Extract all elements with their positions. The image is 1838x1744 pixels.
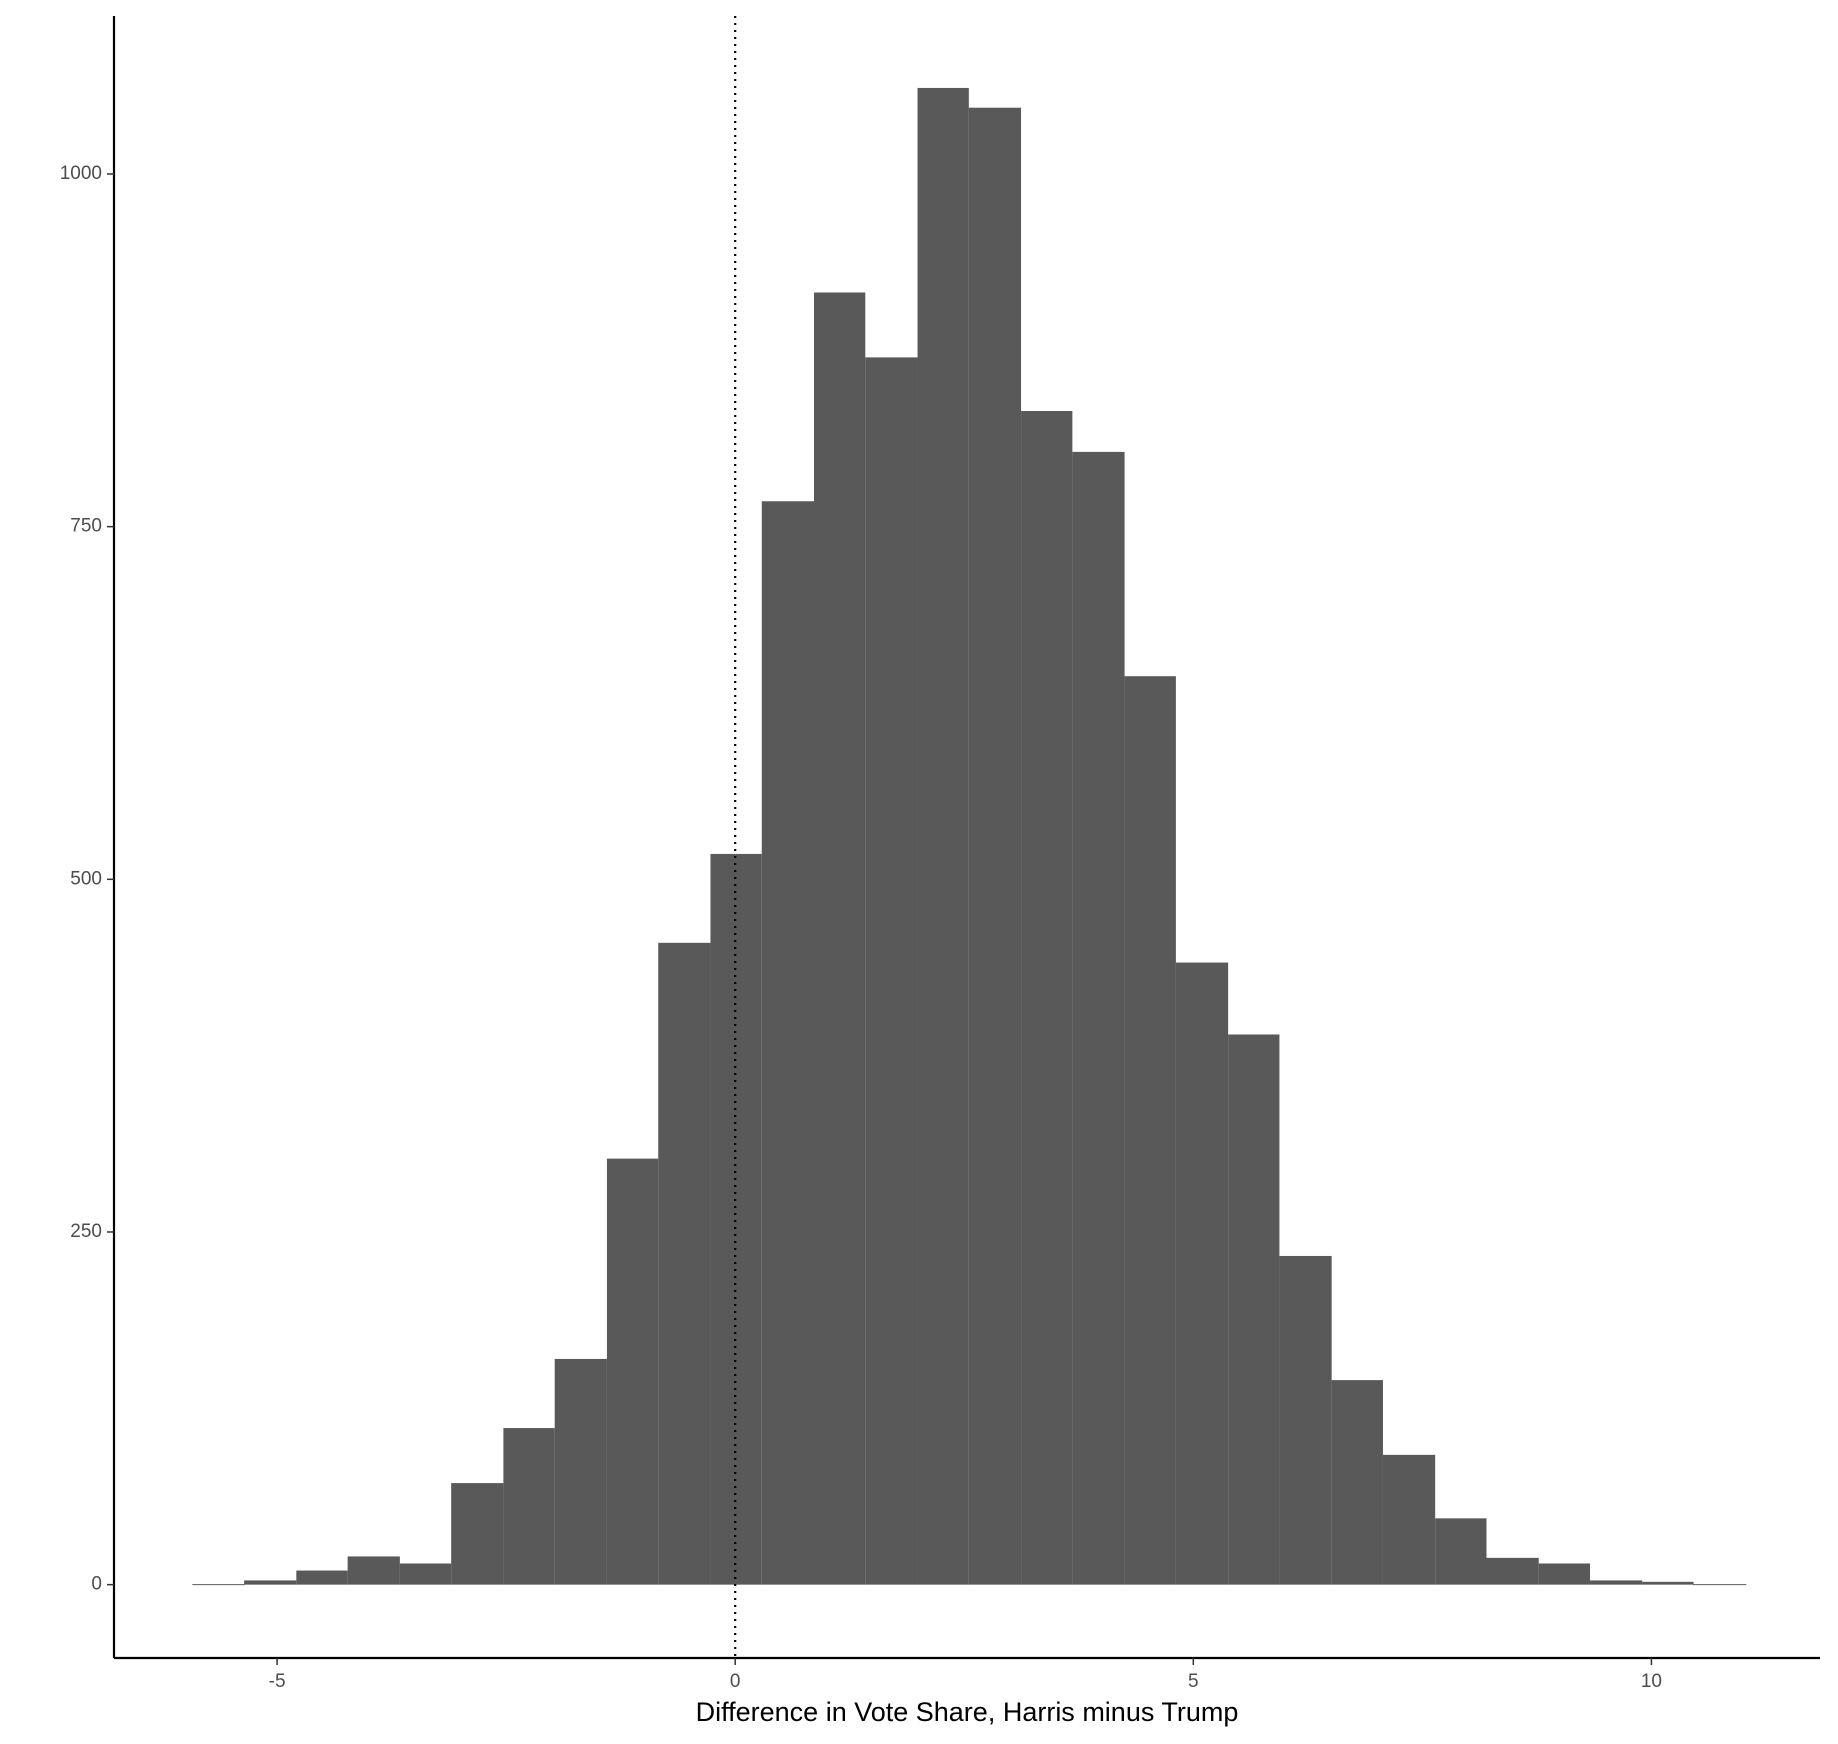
bar (1279, 1255, 1332, 1585)
bar (865, 357, 918, 1585)
bar (813, 292, 866, 1585)
bar (1590, 1580, 1643, 1585)
x-tick-label: 0 (730, 1671, 741, 1692)
bar (968, 107, 1022, 1585)
x-tick-label: -5 (269, 1671, 286, 1692)
bar (917, 87, 969, 1585)
bar (1124, 676, 1176, 1585)
bar (1486, 1557, 1539, 1585)
bar (761, 501, 814, 1585)
bar (1175, 962, 1229, 1585)
y-tick-label: 0 (91, 1574, 102, 1595)
bar (1228, 1034, 1280, 1585)
bar (503, 1428, 555, 1585)
bar (658, 942, 711, 1585)
bar (1021, 410, 1073, 1585)
bar (1538, 1563, 1591, 1585)
bar (244, 1580, 297, 1585)
y-tick-label: 1000 (60, 163, 102, 184)
bar (296, 1570, 348, 1585)
bar (554, 1358, 607, 1585)
bar (1382, 1454, 1436, 1585)
bar (606, 1158, 659, 1585)
bar (1331, 1380, 1383, 1585)
bar (1435, 1518, 1487, 1585)
bar (1072, 451, 1125, 1585)
x-tick-label: 5 (1188, 1671, 1199, 1692)
bar (347, 1556, 400, 1585)
bar (1642, 1581, 1694, 1585)
x-axis-title: Difference in Vote Share, Harris minus T… (696, 1697, 1239, 1727)
y-tick-label: 750 (70, 516, 102, 537)
bar (710, 853, 762, 1585)
x-tick-label: 10 (1641, 1671, 1662, 1692)
bar (399, 1563, 452, 1585)
y-tick-label: 250 (70, 1221, 102, 1242)
y-tick-label: 500 (70, 868, 102, 889)
bar (451, 1483, 504, 1585)
